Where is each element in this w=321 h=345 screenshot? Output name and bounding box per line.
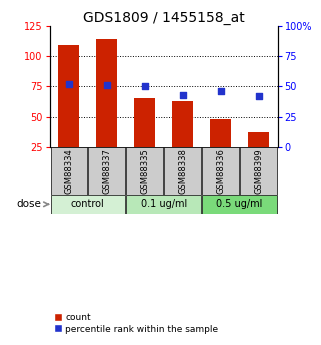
Bar	[126, 147, 163, 195]
Text: GSM88399: GSM88399	[254, 148, 263, 194]
Point	[66, 81, 71, 87]
Bar	[210, 119, 231, 147]
Text: GSM88338: GSM88338	[178, 148, 187, 194]
Point	[104, 82, 109, 88]
Text: GSM88334: GSM88334	[64, 148, 73, 194]
Point	[142, 83, 147, 89]
Title: GDS1809 / 1455158_at: GDS1809 / 1455158_at	[83, 11, 245, 25]
Text: dose: dose	[16, 199, 41, 209]
Text: GSM88336: GSM88336	[216, 148, 225, 194]
Bar	[58, 45, 79, 147]
Legend: count, percentile rank within the sample: count, percentile rank within the sample	[54, 313, 218, 334]
Bar	[50, 147, 87, 195]
Text: GSM88335: GSM88335	[140, 148, 149, 194]
Bar	[164, 147, 201, 195]
Bar	[96, 39, 117, 147]
Point	[218, 88, 223, 94]
Bar	[50, 195, 125, 214]
Bar	[172, 101, 193, 147]
Point	[256, 93, 261, 99]
Text: 0.1 ug/ml: 0.1 ug/ml	[141, 199, 187, 209]
Text: GSM88337: GSM88337	[102, 148, 111, 194]
Bar	[203, 195, 277, 214]
Text: 0.5 ug/ml: 0.5 ug/ml	[216, 199, 263, 209]
Bar	[240, 147, 277, 195]
Bar	[89, 147, 125, 195]
Bar	[126, 195, 201, 214]
Point	[180, 92, 185, 98]
Text: control: control	[71, 199, 105, 209]
Bar	[134, 98, 155, 147]
Bar	[248, 132, 269, 147]
Bar	[203, 147, 239, 195]
